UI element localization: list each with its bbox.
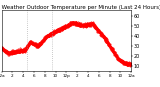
Title: Milwaukee Weather Outdoor Temperature per Minute (Last 24 Hours): Milwaukee Weather Outdoor Temperature pe… [0, 5, 160, 10]
